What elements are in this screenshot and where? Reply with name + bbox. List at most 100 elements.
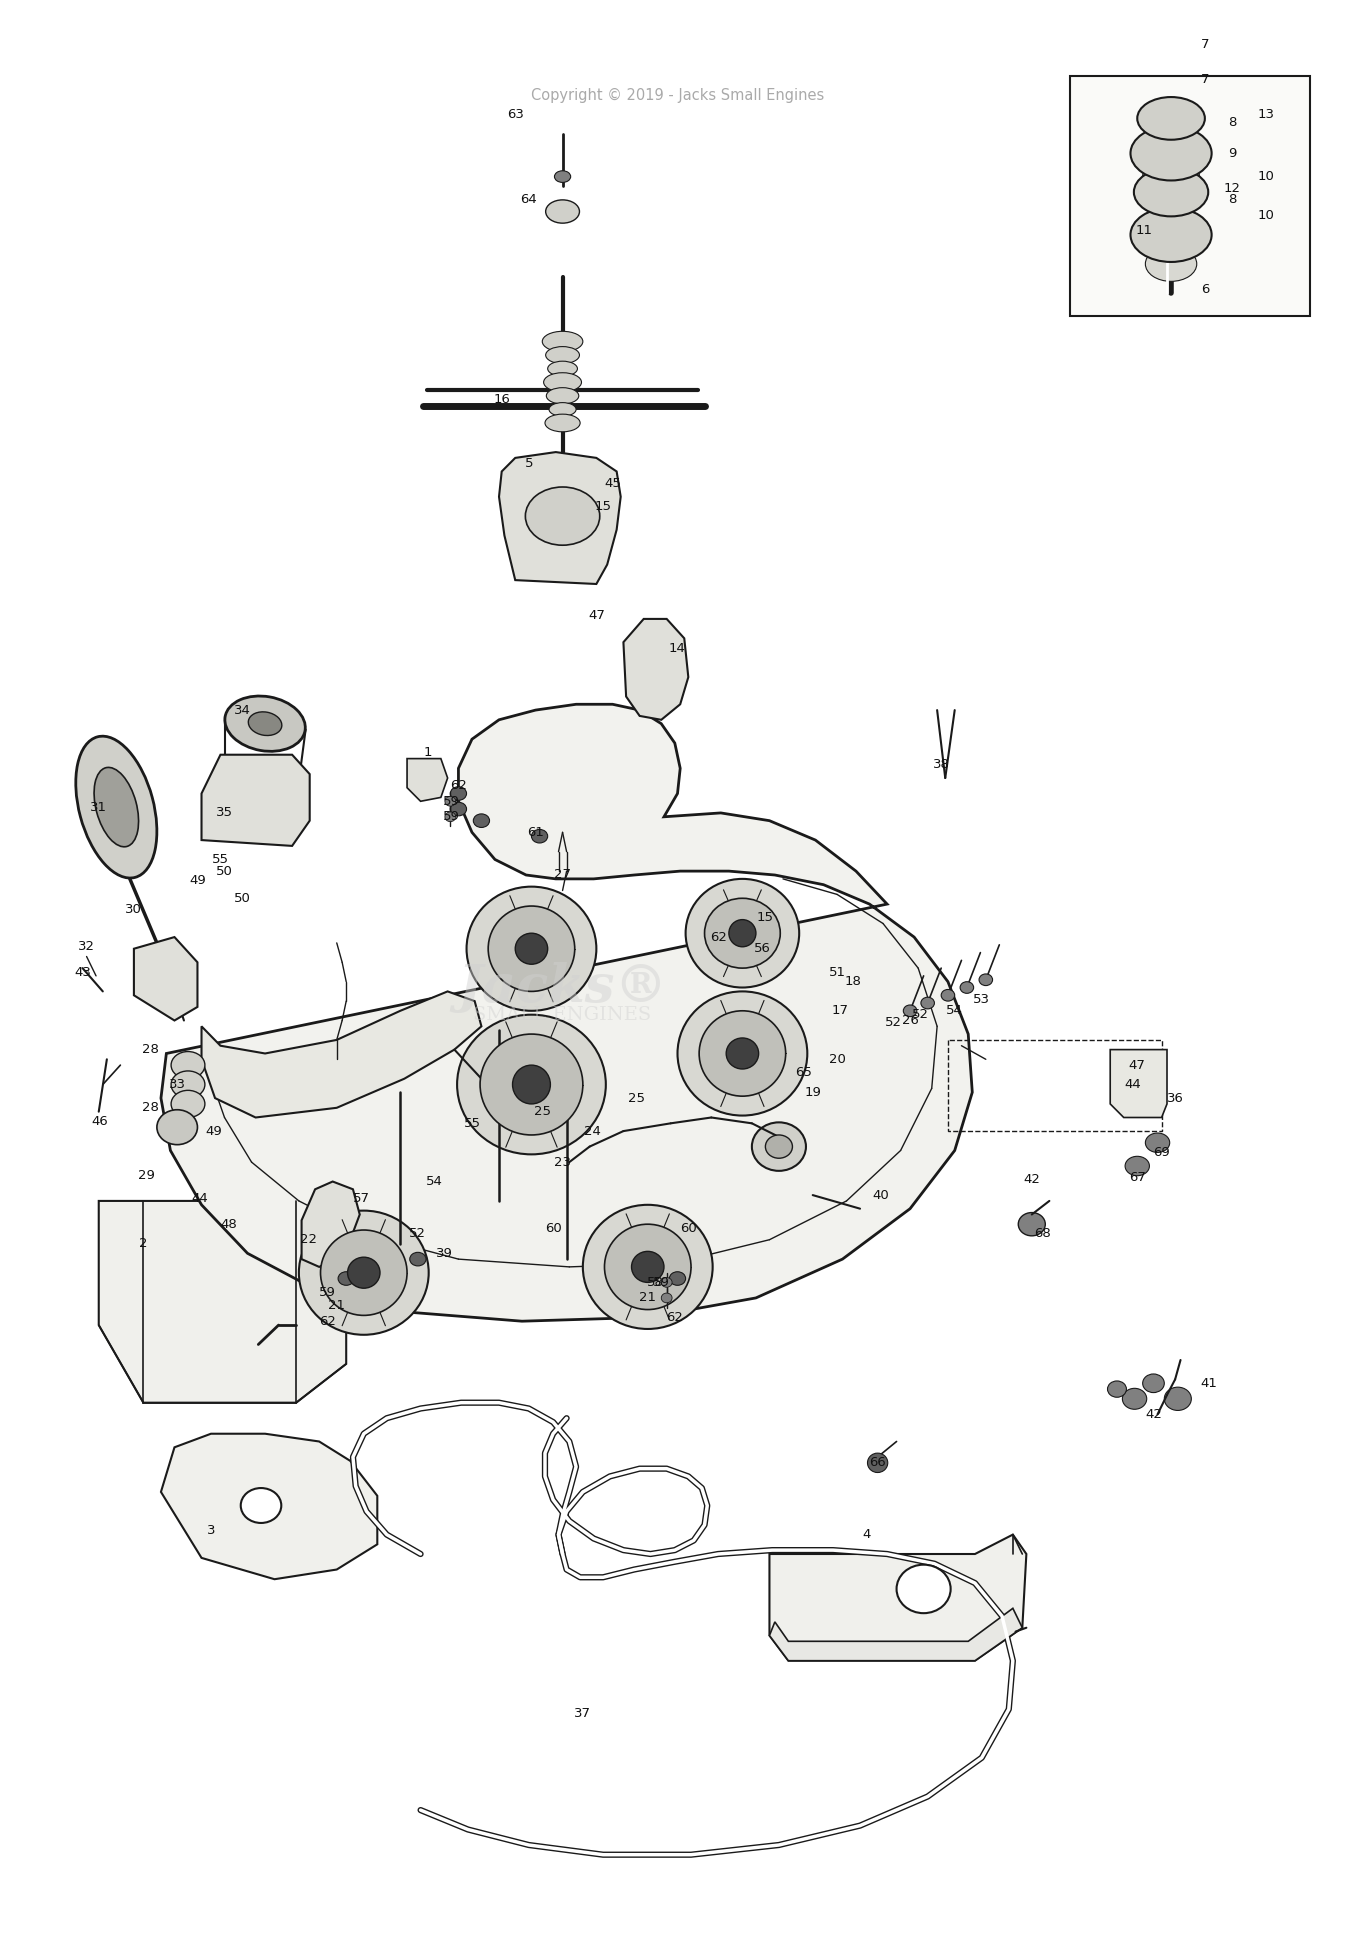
Text: 48: 48: [220, 1217, 237, 1231]
Text: 37: 37: [575, 1707, 591, 1720]
Text: 19: 19: [805, 1087, 821, 1098]
Text: 7: 7: [1201, 74, 1209, 86]
Ellipse shape: [409, 1252, 425, 1266]
Ellipse shape: [631, 1252, 664, 1283]
Text: 3: 3: [207, 1524, 215, 1538]
Ellipse shape: [554, 171, 570, 183]
Ellipse shape: [444, 797, 455, 807]
Ellipse shape: [583, 1205, 713, 1330]
Ellipse shape: [1130, 126, 1211, 181]
Polygon shape: [770, 1534, 1026, 1660]
Ellipse shape: [669, 1271, 686, 1285]
Text: 36: 36: [1167, 1093, 1183, 1104]
Ellipse shape: [480, 1034, 583, 1135]
Ellipse shape: [1149, 101, 1192, 128]
Text: 69: 69: [1153, 1145, 1169, 1159]
Ellipse shape: [450, 803, 466, 816]
Text: 60: 60: [680, 1221, 696, 1234]
Ellipse shape: [299, 1211, 428, 1336]
Text: 49: 49: [206, 1124, 222, 1137]
Ellipse shape: [1144, 136, 1198, 171]
Text: 28: 28: [142, 1044, 159, 1056]
Ellipse shape: [699, 1011, 786, 1096]
Text: 43: 43: [75, 966, 91, 978]
Polygon shape: [406, 758, 447, 801]
Ellipse shape: [1134, 167, 1209, 216]
Text: 49: 49: [190, 875, 206, 886]
Text: 10: 10: [1257, 169, 1274, 183]
Text: 68: 68: [1034, 1227, 1051, 1240]
Text: 25: 25: [534, 1106, 550, 1118]
Text: 59: 59: [443, 795, 461, 809]
Text: 54: 54: [425, 1174, 443, 1188]
Ellipse shape: [93, 768, 138, 848]
Ellipse shape: [546, 200, 580, 224]
Ellipse shape: [729, 920, 756, 947]
Text: 65: 65: [795, 1067, 812, 1079]
Text: 59: 59: [318, 1285, 336, 1299]
Text: 29: 29: [138, 1168, 154, 1182]
Text: 7: 7: [1201, 39, 1209, 51]
Ellipse shape: [542, 330, 583, 352]
Polygon shape: [1069, 76, 1310, 317]
Text: 13: 13: [1257, 109, 1274, 121]
Ellipse shape: [348, 1258, 379, 1289]
Text: 62: 62: [450, 780, 467, 793]
Ellipse shape: [171, 1071, 205, 1098]
Ellipse shape: [526, 488, 600, 544]
Text: 39: 39: [436, 1246, 454, 1260]
Text: 64: 64: [520, 192, 537, 206]
Ellipse shape: [546, 387, 579, 404]
Text: 47: 47: [588, 608, 604, 622]
Text: 41: 41: [1201, 1376, 1217, 1390]
Ellipse shape: [512, 1065, 550, 1104]
Polygon shape: [202, 991, 481, 1118]
Text: 16: 16: [493, 393, 509, 406]
Text: 20: 20: [829, 1054, 846, 1065]
Text: 59: 59: [443, 811, 461, 824]
Ellipse shape: [1145, 119, 1196, 150]
Ellipse shape: [1125, 1157, 1149, 1176]
Polygon shape: [134, 937, 198, 1021]
Text: 35: 35: [215, 807, 233, 820]
Text: 33: 33: [168, 1079, 186, 1091]
Text: 66: 66: [870, 1456, 886, 1470]
Text: 61: 61: [527, 826, 543, 838]
Text: 2: 2: [140, 1236, 148, 1250]
Ellipse shape: [904, 1005, 917, 1017]
Text: 5: 5: [524, 457, 533, 470]
Text: 27: 27: [554, 869, 570, 881]
Text: 52: 52: [912, 1009, 930, 1021]
Ellipse shape: [488, 906, 575, 991]
Text: 55: 55: [211, 853, 229, 865]
Ellipse shape: [1137, 97, 1205, 140]
Ellipse shape: [1122, 1388, 1146, 1409]
Text: 50: 50: [233, 892, 251, 904]
Text: 56: 56: [755, 943, 771, 955]
Ellipse shape: [466, 886, 596, 1011]
Ellipse shape: [661, 1293, 672, 1302]
Text: 40: 40: [873, 1188, 889, 1201]
Text: 51: 51: [828, 966, 846, 978]
Text: 21: 21: [640, 1291, 656, 1304]
Text: 18: 18: [846, 976, 862, 988]
Text: 15: 15: [757, 912, 774, 923]
Ellipse shape: [339, 1271, 354, 1285]
Ellipse shape: [661, 1277, 672, 1287]
Ellipse shape: [171, 1052, 205, 1079]
Ellipse shape: [1144, 183, 1198, 218]
Text: 63: 63: [507, 109, 523, 121]
Ellipse shape: [543, 373, 581, 393]
Text: 67: 67: [1129, 1170, 1146, 1184]
Text: 23: 23: [554, 1155, 570, 1168]
Polygon shape: [623, 618, 688, 719]
Text: 11: 11: [1135, 224, 1153, 237]
Polygon shape: [770, 1608, 1022, 1660]
Ellipse shape: [1145, 1133, 1169, 1153]
Text: 38: 38: [932, 758, 950, 772]
Text: 60: 60: [545, 1221, 561, 1234]
Ellipse shape: [450, 787, 466, 801]
Ellipse shape: [1145, 247, 1196, 282]
Ellipse shape: [473, 815, 489, 828]
Text: 44: 44: [192, 1192, 209, 1205]
